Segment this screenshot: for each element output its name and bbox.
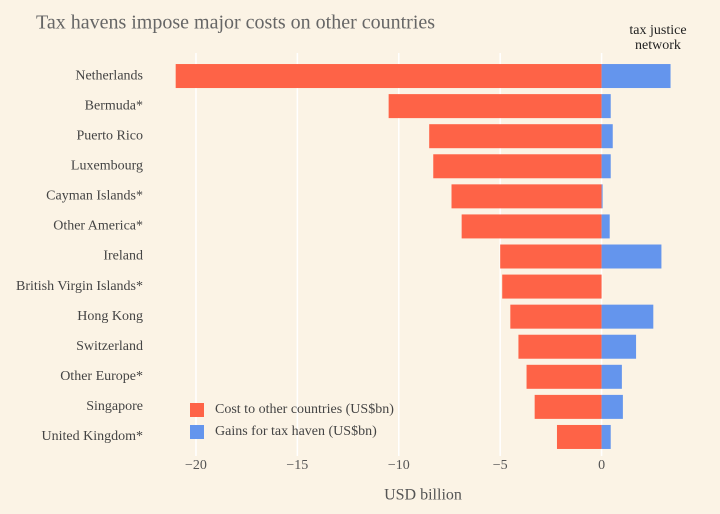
y-tick-label: United Kingdom* [42, 429, 144, 444]
bar [556, 424, 602, 449]
bar [433, 154, 602, 179]
bar [526, 364, 602, 389]
y-tick-label: Netherlands [75, 68, 143, 83]
bar [601, 124, 613, 149]
bar [601, 214, 610, 239]
logo-line: network [635, 38, 681, 53]
bar [601, 304, 654, 329]
legend-label: Gains for tax haven (US$bn) [215, 424, 377, 439]
bar [601, 64, 671, 89]
y-tick-label: Other America* [53, 219, 143, 234]
y-tick-label: Switzerland [76, 339, 143, 354]
y-tick-label: Other Europe* [60, 369, 143, 384]
bar [601, 394, 623, 419]
bar [451, 184, 602, 209]
bar [502, 274, 602, 299]
y-tick-label: Cayman Islands* [46, 189, 143, 204]
bar [601, 424, 611, 449]
y-tick-label: Singapore [86, 399, 143, 414]
bar [388, 94, 602, 119]
bar [518, 334, 602, 359]
chart-title: Tax havens impose major costs on other c… [36, 12, 435, 34]
bar [500, 244, 602, 269]
x-tick-label: −15 [286, 458, 308, 473]
bar [601, 244, 662, 269]
y-tick-label: Hong Kong [77, 309, 143, 324]
logo-line: tax justice [629, 23, 686, 38]
y-tick-label: Bermuda* [85, 98, 143, 113]
x-axis-title: USD billion [384, 487, 462, 504]
y-tick-label: Ireland [103, 249, 143, 264]
bar [429, 124, 602, 149]
bar [175, 64, 602, 89]
bar [510, 304, 602, 329]
legend-label: Cost to other countries (US$bn) [215, 402, 394, 417]
bar [461, 214, 602, 239]
bar [601, 364, 622, 389]
bar [601, 94, 611, 119]
legend-swatch [190, 425, 204, 439]
bar [601, 334, 637, 359]
x-tick-label: −20 [185, 458, 207, 473]
y-tick-label: Luxembourg [71, 158, 143, 173]
bar [534, 394, 602, 419]
y-tick-label: British Virgin Islands* [16, 279, 143, 294]
y-tick-label: Puerto Rico [77, 128, 144, 143]
x-tick-label: 0 [598, 458, 605, 473]
x-tick-label: −10 [388, 458, 410, 473]
bar [601, 154, 611, 179]
x-tick-label: −5 [493, 458, 508, 473]
legend-swatch [190, 403, 204, 417]
bar [601, 184, 603, 209]
